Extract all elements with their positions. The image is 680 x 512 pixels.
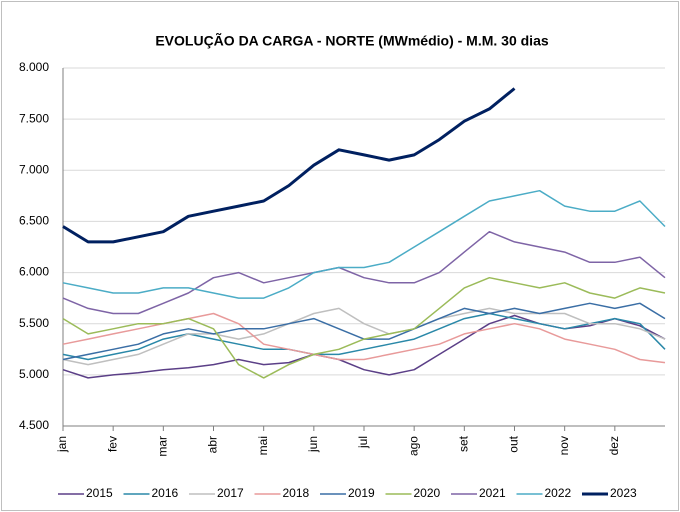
- series-line: [62, 312, 666, 361]
- y-tick-label: 7.000: [19, 162, 49, 176]
- x-tick-label: fev: [105, 436, 119, 452]
- x-tick-label: mar: [156, 436, 170, 457]
- series-line: [62, 87, 516, 244]
- y-tick-label: 6.000: [19, 265, 49, 279]
- x-tick-label: jun: [306, 436, 320, 453]
- legend-label: 2015: [86, 486, 113, 500]
- legend-label: 2016: [152, 486, 179, 500]
- series-line: [62, 307, 666, 366]
- x-tick-label: mai: [256, 436, 270, 455]
- x-tick-label: nov: [557, 436, 571, 455]
- legend-label: 2019: [348, 486, 375, 500]
- x-tick-label: dez: [607, 436, 621, 455]
- y-tick-label: 8.000: [19, 60, 49, 74]
- x-tick-label: set: [457, 435, 471, 452]
- legend-label: 2020: [414, 486, 441, 500]
- legend-label: 2021: [479, 486, 506, 500]
- series-line: [62, 230, 666, 315]
- legend-label: 2017: [217, 486, 244, 500]
- y-tick-label: 4.500: [19, 418, 49, 432]
- legend-label: 2022: [545, 486, 572, 500]
- x-tick-label: ago: [406, 436, 420, 456]
- x-tick-label: jul: [356, 436, 370, 449]
- x-tick-label: abr: [206, 436, 220, 453]
- x-tick-label: out: [507, 435, 521, 452]
- x-tick-label: jan: [55, 436, 69, 453]
- y-tick-label: 5.000: [19, 367, 49, 381]
- y-tick-label: 7.500: [19, 111, 49, 125]
- legend-label: 2023: [610, 486, 637, 500]
- y-tick-label: 6.500: [19, 214, 49, 228]
- series-line: [62, 189, 666, 299]
- series-line: [62, 276, 666, 379]
- y-tick-label: 5.500: [19, 316, 49, 330]
- legend-label: 2018: [283, 486, 310, 500]
- chart-title: EVOLUÇÃO DA CARGA - NORTE (MWmédio) - M.…: [155, 32, 549, 49]
